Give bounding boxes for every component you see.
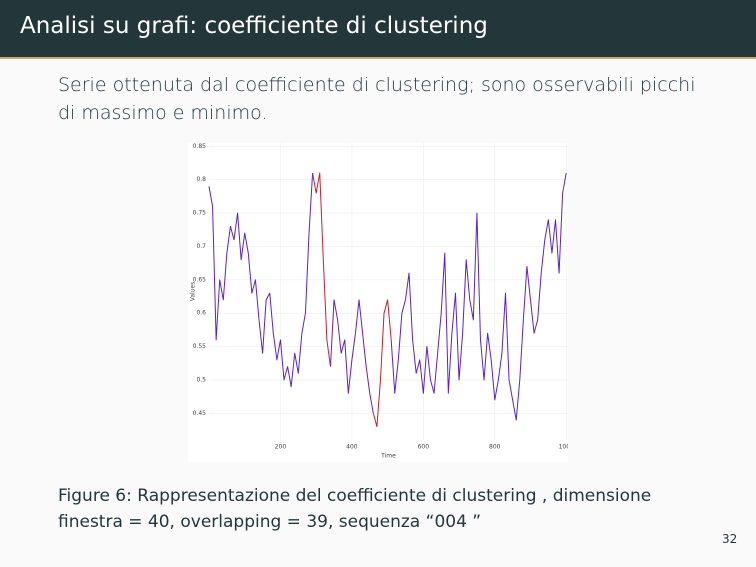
y-tick-label: 0.45: [193, 410, 207, 417]
body-text: Serie ottenuta dal coefficiente di clust…: [58, 74, 696, 124]
page-number: 32: [722, 532, 738, 546]
y-axis-label: Values: [190, 282, 197, 302]
x-axis-label: Time: [380, 453, 396, 460]
caption: Figure 6: Rappresentazione del coefficie…: [58, 483, 678, 535]
slide-title: Analisi su grafi: coefficiente di cluste…: [20, 13, 488, 39]
y-tick-label: 0.8: [196, 176, 206, 183]
line-series: [312, 172, 392, 428]
x-tick-label: 600: [418, 444, 430, 451]
y-tick-label: 0.75: [193, 210, 207, 217]
caption-label: Figure 6:: [58, 486, 132, 506]
chart: 0.45 0.5 0.55 0.6 0.65 0.7 0.75 0.8 0.85 200 400 60…: [188, 143, 568, 462]
y-tick-label: 0.6: [196, 310, 206, 317]
line-series: [208, 172, 567, 421]
x-tick-label: 400: [346, 444, 358, 451]
y-tick-label: 0.55: [193, 343, 207, 350]
y-tick-label: 0.7: [196, 243, 206, 250]
header: Analisi su grafi: coefficiente di cluste…: [0, 0, 756, 59]
y-tick-label: 0.85: [193, 143, 207, 150]
y-tick-label: 0.65: [193, 276, 207, 283]
caption-text: Rappresentazione del coefficiente di clu…: [58, 486, 652, 532]
x-tick-label: 200: [275, 444, 287, 451]
y-tick-label: 0.5: [196, 376, 206, 383]
x-tick-label: 1000: [559, 444, 568, 451]
x-tick-label: 800: [489, 444, 501, 451]
